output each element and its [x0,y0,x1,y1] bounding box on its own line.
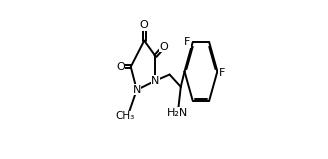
Text: N: N [133,85,141,95]
Text: N: N [151,76,160,86]
Text: H₂N: H₂N [167,108,188,118]
Text: CH₃: CH₃ [115,111,134,121]
Text: F: F [184,37,190,47]
Text: O: O [116,62,125,72]
Text: F: F [219,68,225,78]
Text: O: O [159,42,168,52]
Text: O: O [140,20,149,30]
